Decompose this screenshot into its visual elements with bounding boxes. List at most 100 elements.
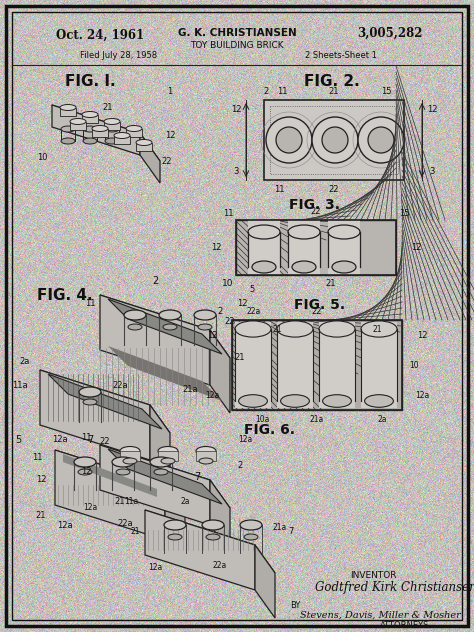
Text: 2: 2 <box>237 461 243 470</box>
Ellipse shape <box>266 117 312 163</box>
Text: 2: 2 <box>264 87 269 97</box>
Text: 12: 12 <box>237 298 247 308</box>
Polygon shape <box>361 322 397 408</box>
Text: 12: 12 <box>211 243 221 252</box>
Bar <box>232 320 402 410</box>
Ellipse shape <box>206 534 220 540</box>
Text: 12a: 12a <box>83 504 97 513</box>
Text: 3: 3 <box>429 167 435 176</box>
Bar <box>270 106 398 174</box>
Text: 12: 12 <box>165 130 175 140</box>
Polygon shape <box>108 299 222 354</box>
Polygon shape <box>277 322 313 408</box>
Text: 22: 22 <box>225 317 235 327</box>
Text: 22a: 22a <box>213 561 227 569</box>
Ellipse shape <box>319 321 355 337</box>
Polygon shape <box>108 449 222 504</box>
Text: 2: 2 <box>152 276 158 286</box>
Polygon shape <box>100 445 230 508</box>
Ellipse shape <box>82 111 98 118</box>
Polygon shape <box>210 330 230 413</box>
Ellipse shape <box>252 261 276 273</box>
Ellipse shape <box>328 225 360 239</box>
Text: 15: 15 <box>381 87 391 97</box>
Ellipse shape <box>281 395 310 407</box>
Text: 15: 15 <box>399 209 409 219</box>
Ellipse shape <box>368 127 394 153</box>
Ellipse shape <box>83 126 97 132</box>
Ellipse shape <box>196 446 216 456</box>
Text: FIG. 5.: FIG. 5. <box>294 298 346 312</box>
Text: 12: 12 <box>81 468 91 477</box>
Text: 22a: 22a <box>117 518 133 528</box>
Polygon shape <box>100 295 210 385</box>
Text: 11: 11 <box>32 454 42 463</box>
Text: FIG. 2.: FIG. 2. <box>304 75 360 90</box>
Text: G. K. CHRISTIANSEN: G. K. CHRISTIANSEN <box>178 28 296 38</box>
Ellipse shape <box>332 261 356 273</box>
Polygon shape <box>55 450 165 540</box>
Text: 12a: 12a <box>148 562 162 571</box>
Text: 12a: 12a <box>205 391 219 399</box>
Text: 7: 7 <box>194 472 200 482</box>
Text: FIG. 3.: FIG. 3. <box>290 198 340 212</box>
Polygon shape <box>288 220 320 275</box>
Text: 2a: 2a <box>20 358 30 367</box>
Ellipse shape <box>61 126 75 132</box>
Ellipse shape <box>199 458 213 464</box>
Polygon shape <box>196 451 216 461</box>
Polygon shape <box>145 510 275 573</box>
Polygon shape <box>120 451 140 461</box>
Ellipse shape <box>198 324 212 330</box>
Text: 21: 21 <box>326 279 336 288</box>
Text: 12: 12 <box>207 331 217 339</box>
Text: 21a: 21a <box>182 386 198 394</box>
Ellipse shape <box>202 520 224 530</box>
Text: 21: 21 <box>115 497 125 506</box>
Text: 22: 22 <box>329 186 339 195</box>
Ellipse shape <box>79 387 101 397</box>
Text: 21: 21 <box>329 87 339 97</box>
Polygon shape <box>165 485 185 568</box>
Polygon shape <box>236 220 396 275</box>
Text: Stevens, Davis, Miller & Mosher: Stevens, Davis, Miller & Mosher <box>300 611 461 619</box>
Text: 7: 7 <box>288 528 294 537</box>
Ellipse shape <box>194 310 216 320</box>
Text: 22: 22 <box>100 437 110 446</box>
Text: 2: 2 <box>218 308 223 317</box>
Polygon shape <box>248 220 280 275</box>
Text: 5: 5 <box>15 435 21 445</box>
Text: 10: 10 <box>37 154 47 162</box>
Ellipse shape <box>154 469 168 475</box>
Polygon shape <box>63 454 157 497</box>
Ellipse shape <box>136 140 152 145</box>
Text: 11: 11 <box>274 186 284 195</box>
Polygon shape <box>126 128 142 137</box>
Text: 22: 22 <box>311 207 321 217</box>
Ellipse shape <box>116 469 130 475</box>
Text: 21: 21 <box>103 102 113 111</box>
Ellipse shape <box>60 104 76 111</box>
Ellipse shape <box>114 133 130 138</box>
Text: 11: 11 <box>85 298 95 308</box>
Ellipse shape <box>123 458 137 464</box>
Polygon shape <box>100 445 210 525</box>
Polygon shape <box>136 142 152 150</box>
Text: 11a: 11a <box>12 380 28 389</box>
Text: 21a: 21a <box>273 523 287 532</box>
Text: 10: 10 <box>409 360 419 370</box>
Polygon shape <box>145 510 255 590</box>
Ellipse shape <box>92 126 108 131</box>
Text: 2a: 2a <box>377 415 387 425</box>
Polygon shape <box>55 450 185 513</box>
Text: 5: 5 <box>249 286 255 295</box>
Text: BY: BY <box>290 600 301 609</box>
Text: 10a: 10a <box>255 415 269 425</box>
Polygon shape <box>48 374 162 429</box>
Polygon shape <box>255 545 275 618</box>
Text: 12a: 12a <box>52 435 68 444</box>
Polygon shape <box>210 480 230 553</box>
Ellipse shape <box>105 138 119 144</box>
Ellipse shape <box>365 395 393 407</box>
Polygon shape <box>158 451 178 461</box>
